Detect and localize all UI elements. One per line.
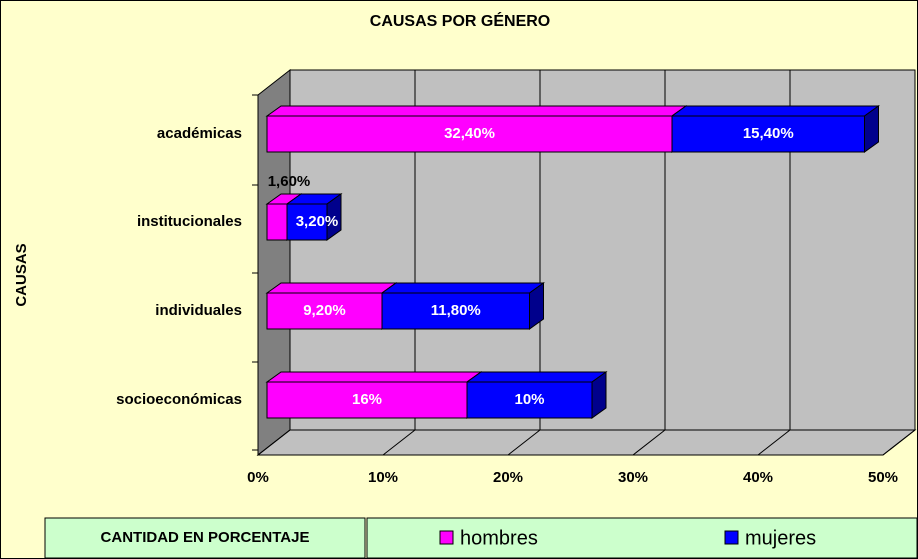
x-tick-label: 10%: [368, 469, 398, 486]
y-tick-label: socioeconómicas: [116, 391, 242, 408]
bar: [266, 203, 288, 241]
bar: [466, 381, 593, 419]
floor-grid-line: [757, 429, 791, 456]
legend-swatch: [439, 530, 454, 545]
bar-top: [465, 371, 608, 383]
legend-label: mujeres: [745, 527, 816, 549]
y-tick-label: institucionales: [137, 213, 242, 230]
x-tick-label: 50%: [868, 469, 898, 486]
floor-grid-line: [382, 429, 416, 456]
floor: [256, 429, 917, 456]
data-label: 15,40%: [743, 125, 794, 142]
data-label: 1,60%: [268, 173, 311, 190]
data-label: 16%: [352, 391, 382, 408]
bar: [286, 203, 328, 241]
x-tick-label: 30%: [618, 469, 648, 486]
bar: [266, 292, 383, 330]
legend-label: hombres: [460, 527, 538, 549]
floor-grid-line: [882, 429, 916, 456]
data-label: 3,20%: [296, 213, 339, 230]
x-tick-label: 0%: [247, 469, 269, 486]
y-tick-label: individuales: [155, 302, 242, 319]
bar: [266, 381, 468, 419]
floor-grid-line: [257, 429, 291, 456]
x-tick-label: 40%: [743, 469, 773, 486]
data-label: 11,80%: [431, 302, 481, 319]
bar-top: [265, 282, 398, 294]
legend-swatch: [724, 530, 739, 545]
chart-title: CAUSAS POR GÉNERO: [370, 11, 550, 30]
bar: [671, 115, 865, 153]
x-tick-label: 20%: [493, 469, 523, 486]
bar: [381, 292, 530, 330]
x-axis-label-box: [44, 517, 366, 559]
bar-top: [670, 105, 881, 117]
x-axis-label: CANTIDAD EN PORCENTAJE: [101, 529, 310, 546]
y-axis-label: CAUSAS: [13, 243, 30, 306]
bar: [266, 115, 673, 153]
data-label: 32,40%: [444, 125, 495, 142]
legend: [366, 517, 918, 559]
bar-top: [380, 282, 546, 294]
floor-grid-line: [507, 429, 541, 456]
bar-top: [265, 105, 688, 117]
data-label: 10%: [514, 391, 544, 408]
data-label: 9,20%: [303, 302, 346, 319]
bar-top: [265, 371, 483, 383]
y-tick-label: académicas: [157, 125, 242, 142]
y-axis-ticks: [252, 94, 258, 451]
floor-grid-line: [632, 429, 666, 456]
